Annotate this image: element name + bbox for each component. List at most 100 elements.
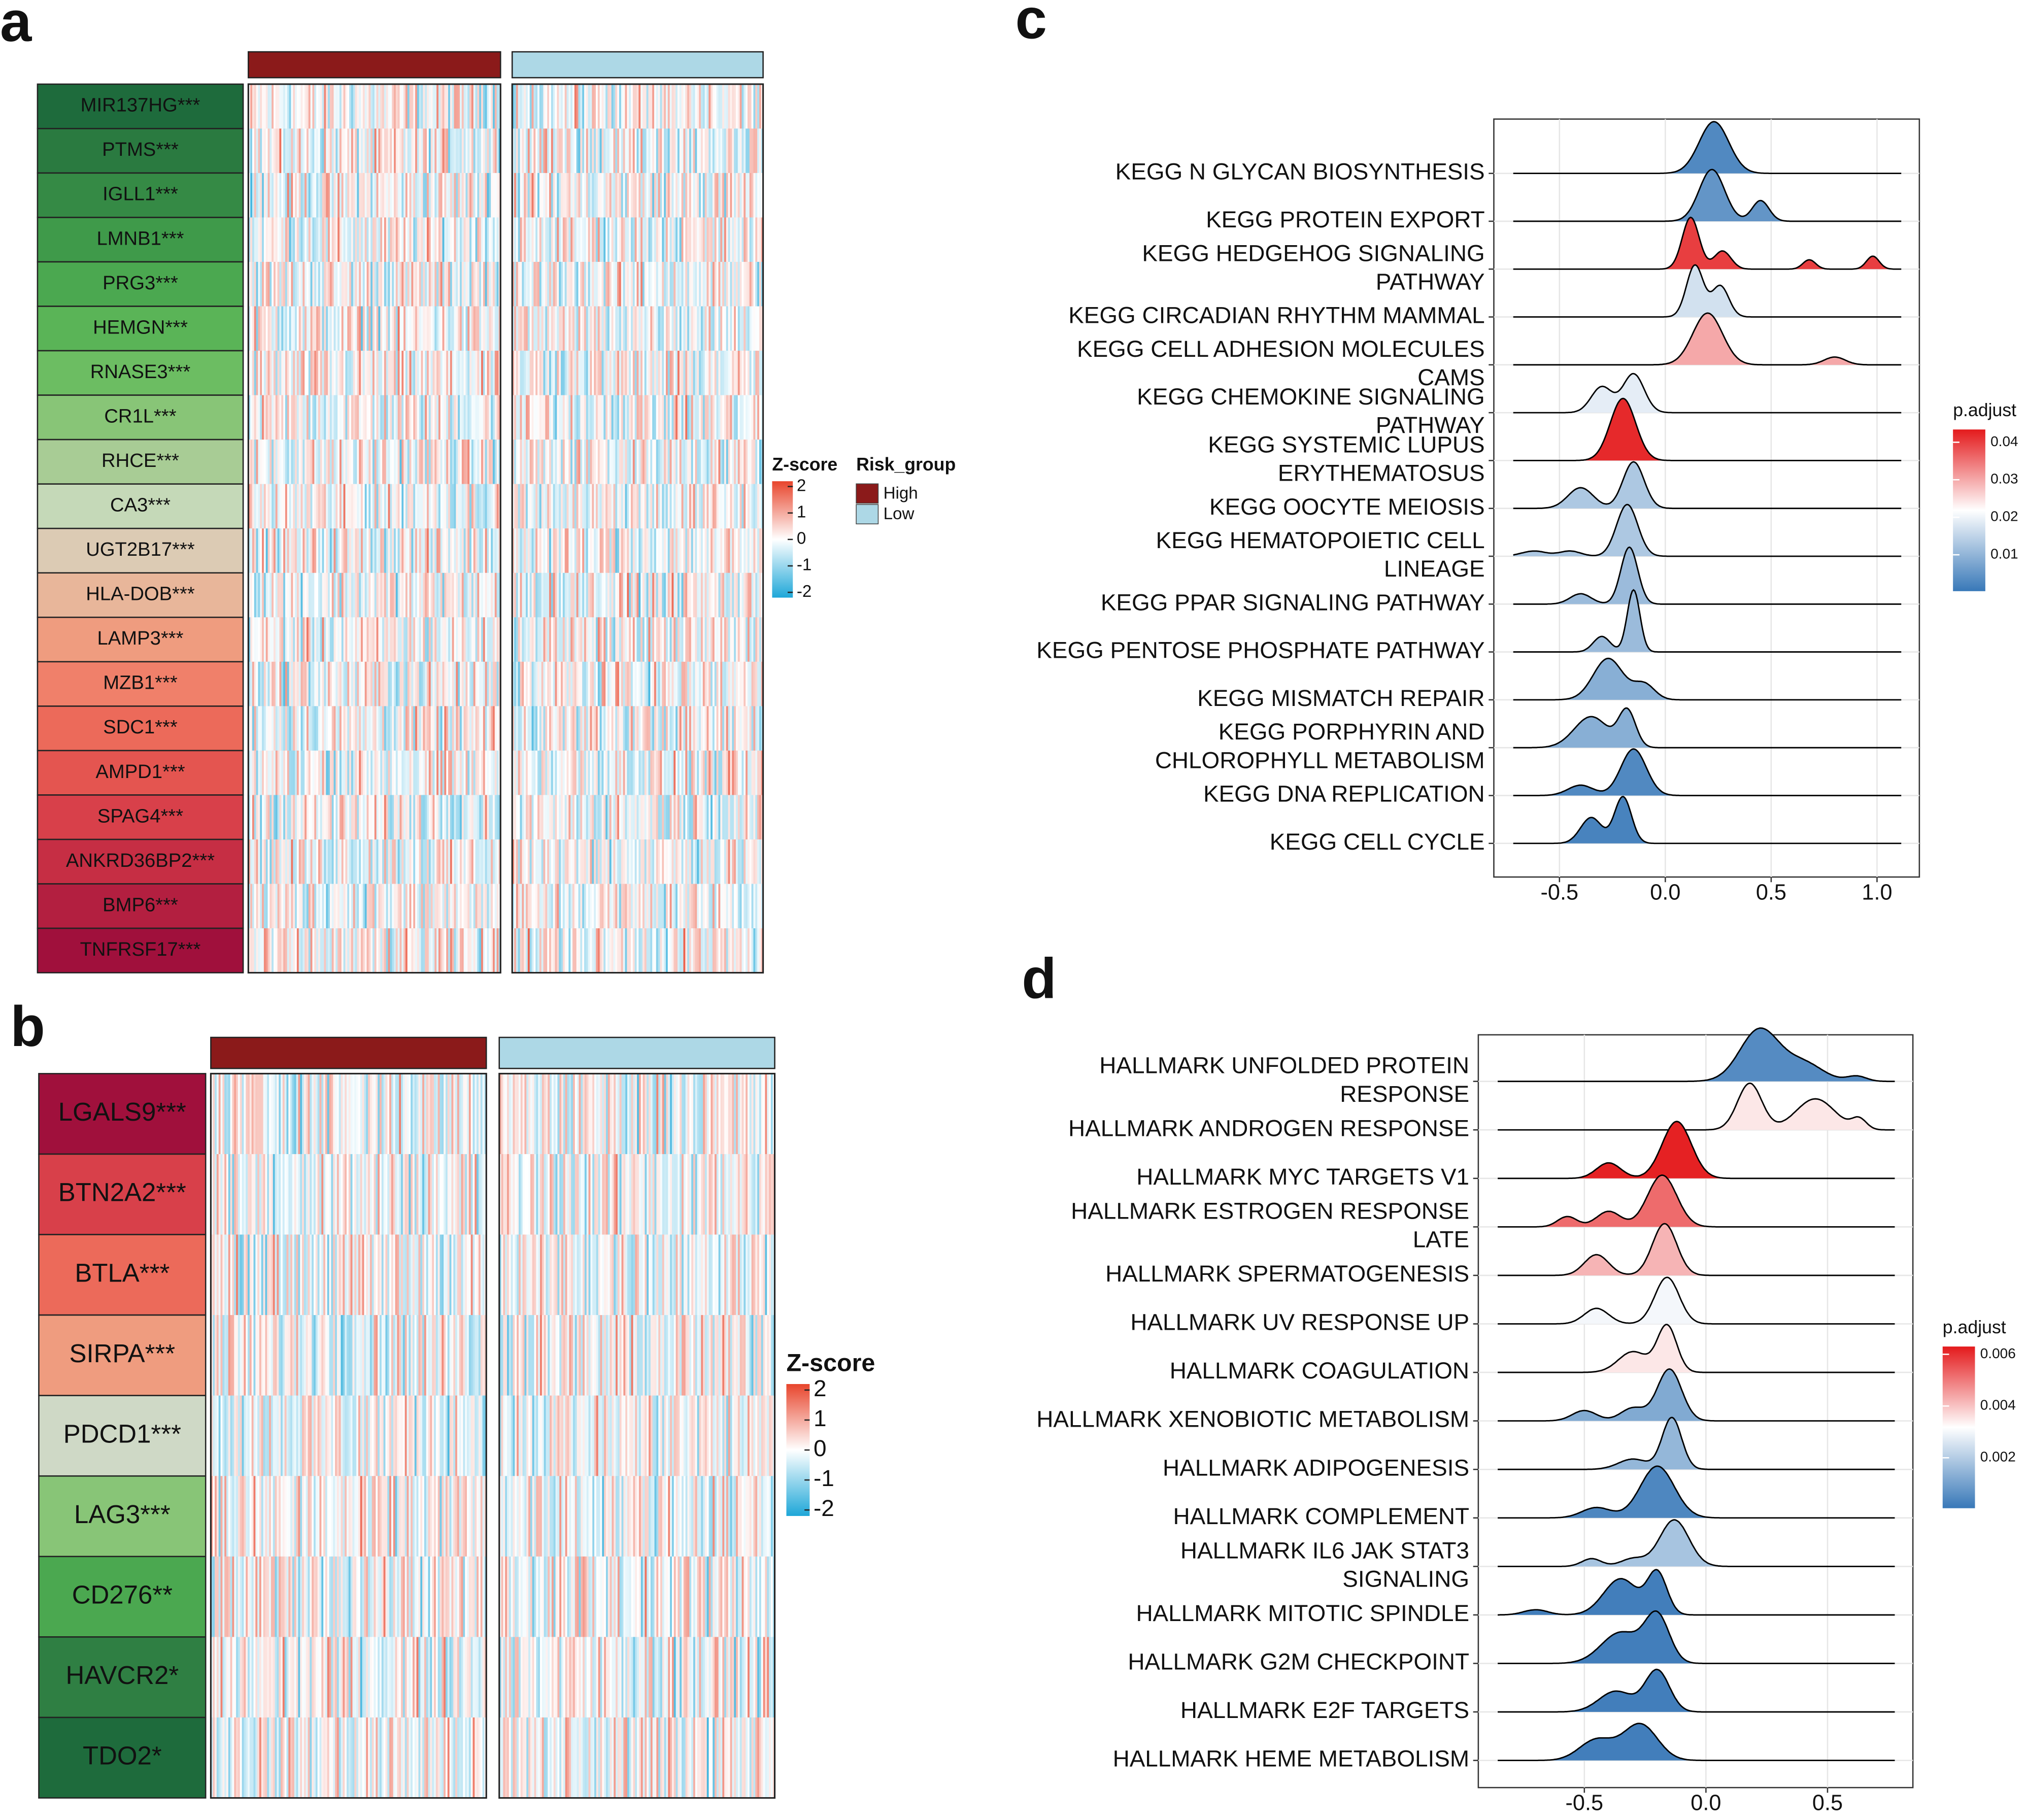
heat-cell	[533, 217, 536, 262]
heat-cell	[436, 261, 439, 307]
heat-cell	[329, 795, 332, 840]
heat-cell	[376, 572, 379, 618]
heat-cell	[677, 173, 680, 218]
heat-cell	[397, 261, 400, 307]
heat-cell	[333, 261, 336, 307]
heat-cell	[664, 440, 666, 485]
heat-cell	[254, 261, 257, 307]
heat-cell	[644, 261, 647, 307]
heat-cell	[669, 217, 672, 262]
heat-cell	[353, 306, 356, 351]
heat-cell	[456, 750, 458, 796]
heat-cell	[498, 128, 501, 174]
heat-cell	[650, 261, 653, 307]
heat-cell	[415, 750, 418, 796]
heat-cell	[496, 750, 499, 796]
heat-cell	[302, 795, 305, 840]
heat-cell	[446, 528, 449, 574]
heat-cell	[712, 128, 715, 174]
heat-cell	[263, 351, 266, 396]
heat-cell	[632, 173, 635, 218]
heat-cell	[479, 128, 482, 174]
heat-cell	[469, 261, 472, 307]
heat-cell	[652, 306, 655, 351]
heat-cell	[287, 173, 290, 218]
heat-cell	[580, 217, 583, 262]
heat-cell	[520, 306, 523, 351]
heat-cell	[306, 173, 309, 218]
heat-cell	[654, 128, 657, 174]
heat-cell	[329, 572, 332, 618]
heat-cell	[665, 440, 668, 485]
heat-cell	[274, 572, 276, 618]
heat-cell	[295, 617, 297, 662]
heat-cell	[584, 528, 587, 574]
heat-cell	[335, 440, 338, 485]
heat-cell	[541, 351, 544, 396]
heat-cell	[413, 484, 416, 529]
heat-cell	[619, 395, 622, 440]
heat-cell	[477, 617, 480, 662]
heat-cell	[737, 306, 740, 351]
heat-cell	[459, 750, 462, 796]
heat-cell	[366, 84, 369, 129]
heat-cell	[582, 484, 585, 529]
heat-cell	[312, 440, 315, 485]
heat-cell	[547, 440, 550, 485]
heat-cell	[693, 484, 696, 529]
heat-cell	[759, 261, 762, 307]
heat-cell	[489, 750, 491, 796]
heat-cell	[469, 839, 472, 885]
heat-cell	[485, 617, 488, 662]
heat-cell	[357, 617, 359, 662]
gene-label: BMP6***	[103, 894, 178, 916]
heat-cell	[469, 750, 472, 796]
heat-cell	[335, 528, 338, 574]
heat-cell	[660, 306, 663, 351]
heat-cell	[329, 217, 332, 262]
heat-cell	[262, 528, 264, 574]
heat-cell	[359, 217, 361, 262]
gene-label: MIR137HG***	[81, 94, 200, 116]
heat-cell	[388, 884, 391, 929]
heat-cell	[485, 395, 488, 440]
heat-cell	[407, 839, 410, 885]
heat-cell	[413, 440, 416, 485]
heat-cell	[415, 484, 418, 529]
heat-cell	[617, 306, 620, 351]
heat-cell	[277, 884, 280, 929]
heat-cell	[347, 351, 350, 396]
heat-cell	[535, 440, 538, 485]
heat-cell	[277, 661, 280, 707]
heat-cell	[615, 395, 618, 440]
heat-cell	[444, 128, 447, 174]
heat-cell	[361, 928, 363, 973]
heat-cell	[469, 795, 472, 840]
heat-cell	[430, 661, 433, 707]
heat-cell	[586, 306, 589, 351]
heat-cell	[456, 217, 458, 262]
heat-cell	[613, 128, 616, 174]
heat-cell	[421, 884, 424, 929]
heat-cell	[609, 217, 612, 262]
heat-cell	[345, 217, 348, 262]
heat-cell	[339, 528, 342, 574]
heat-cell	[743, 84, 746, 129]
heat-cell	[566, 306, 569, 351]
heat-cell	[362, 884, 365, 929]
heat-cell	[586, 440, 589, 485]
heat-cell	[650, 128, 653, 174]
heat-cell	[274, 706, 276, 751]
heat-cell	[254, 84, 257, 129]
heat-cell	[704, 173, 707, 218]
heat-cell	[471, 750, 474, 796]
heat-cell	[341, 617, 344, 662]
heat-cell	[570, 528, 573, 574]
heat-cell	[405, 217, 408, 262]
heat-cell	[397, 884, 400, 929]
heat-cell	[704, 261, 707, 307]
heat-cell	[403, 884, 406, 929]
heat-cell	[570, 440, 573, 485]
heat-cell	[687, 217, 690, 262]
heat-cell	[732, 261, 734, 307]
